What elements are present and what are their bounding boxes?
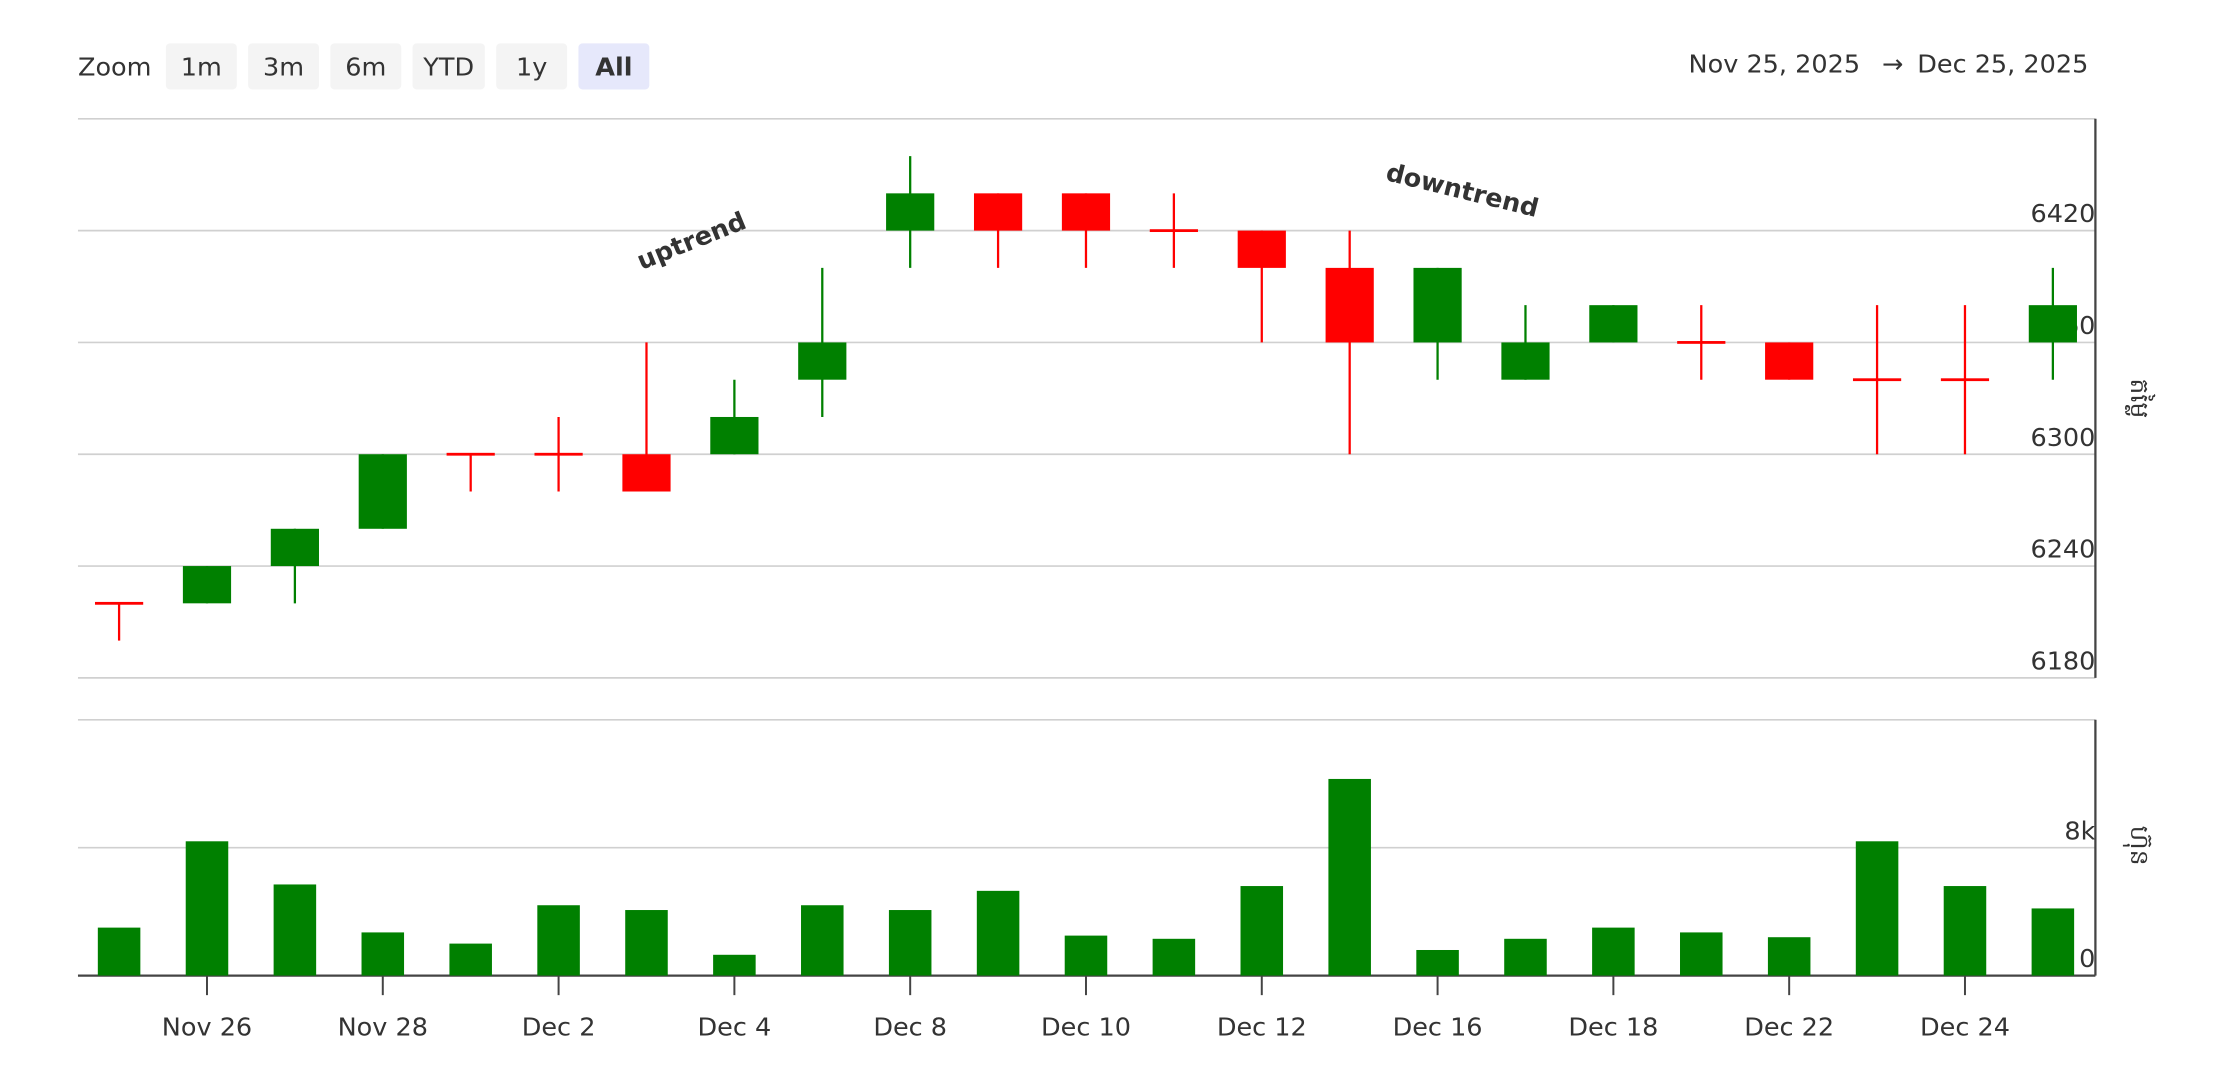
candle-body [1852,378,1902,382]
volume-bar [888,910,932,976]
candle-body [710,416,759,455]
x-tick-label: Dec 22 [1744,1012,1834,1042]
annotation: uptrend [632,205,750,275]
volume-bar [1592,927,1635,976]
candle-body [358,454,407,529]
candle-body [798,342,847,380]
y-tick-label: 6240 [2030,534,2095,564]
volume-bar [1152,938,1196,976]
zoom-button [330,43,402,90]
y-tick-label: 8k [2064,815,2095,845]
volume-bar [1680,932,1723,976]
x-tick-label: Dec 24 [1920,1012,2010,1042]
zoom-button-label[interactable]: YTD [422,52,474,82]
candle-body [182,566,232,604]
y-tick-label: 6420 [2030,198,2095,228]
candle-body [1501,342,1550,380]
zoom-button[interactable] [165,43,237,90]
volume-bar [1855,841,1899,976]
volume-bar [976,890,1020,976]
y-tick-label: 0 [2079,943,2095,973]
candle-body [1149,229,1198,233]
zoom-button[interactable] [578,43,650,90]
zoom-button-label: 1y [516,52,547,82]
volume-bar [273,884,317,976]
y-axis-title: តម្លៃ [2125,378,2156,418]
volume-bar [2031,908,2075,976]
x-tick-label: Dec 4 [698,1012,772,1042]
candle-body [1589,305,1638,343]
volume-bar [801,905,844,976]
y-tick-label: 6180 [2030,646,2095,676]
volume-bar [1504,938,1547,976]
volume-bar [1943,886,1987,976]
date-arrow: → [1882,49,1903,79]
x-tick-label: Dec 12 [1217,1012,1307,1042]
x-tick-label: Nov 28 [338,1012,428,1042]
volume-bar [1328,778,1371,976]
annotation: downtrend [1383,157,1542,223]
date-to[interactable]: Dec 25, 2025 [1917,49,2088,79]
candle-body [2028,305,2077,343]
volume-bar [537,905,580,976]
zoom-button-label: 6m [345,52,386,82]
volume-bar [185,841,229,976]
x-tick-label: Dec 18 [1568,1012,1658,1042]
zoom-button-label[interactable]: All [595,52,632,82]
candle-body [1940,378,1990,382]
candle-body [622,454,671,492]
zoom-button [248,43,319,90]
volume-bar [625,910,668,976]
volume-bar [1767,937,1811,976]
candle-body [1413,267,1462,343]
volume-bar [1064,935,1108,976]
volume-bar [713,954,756,976]
candle-body [94,601,144,605]
candle-body [1677,341,1726,344]
zoom-button-label[interactable]: 1m [181,52,222,82]
candle-body [973,193,1023,231]
zoom-button-label: 3m [263,52,304,82]
candle-body [1325,267,1374,343]
volume-bar [1416,949,1459,976]
zoom-button [496,43,568,90]
x-tick-label: Dec 10 [1041,1012,1131,1042]
candle-body [446,452,495,456]
candle-body [1237,230,1286,268]
candle-body [1765,342,1814,380]
x-tick-label: Dec 16 [1393,1012,1483,1042]
volume-bar [1240,886,1284,976]
y-tick-label: 6300 [2030,422,2095,452]
x-tick-label: Nov 26 [162,1012,252,1042]
volume-bar [97,927,141,976]
x-tick-label: Dec 8 [873,1012,947,1042]
zoom-button[interactable] [412,43,485,90]
zoom-label: Zoom [78,52,152,82]
x-tick-label: Dec 2 [522,1012,596,1042]
candle-body [270,528,319,567]
y-axis-title: ហ៊ុន [2122,826,2155,866]
candle-body [534,452,583,456]
candle-body [886,193,935,231]
candle-body [1061,193,1111,231]
date-from[interactable]: Nov 25, 2025 [1689,49,1860,79]
volume-bar [361,932,405,976]
volume-bar [449,943,492,976]
